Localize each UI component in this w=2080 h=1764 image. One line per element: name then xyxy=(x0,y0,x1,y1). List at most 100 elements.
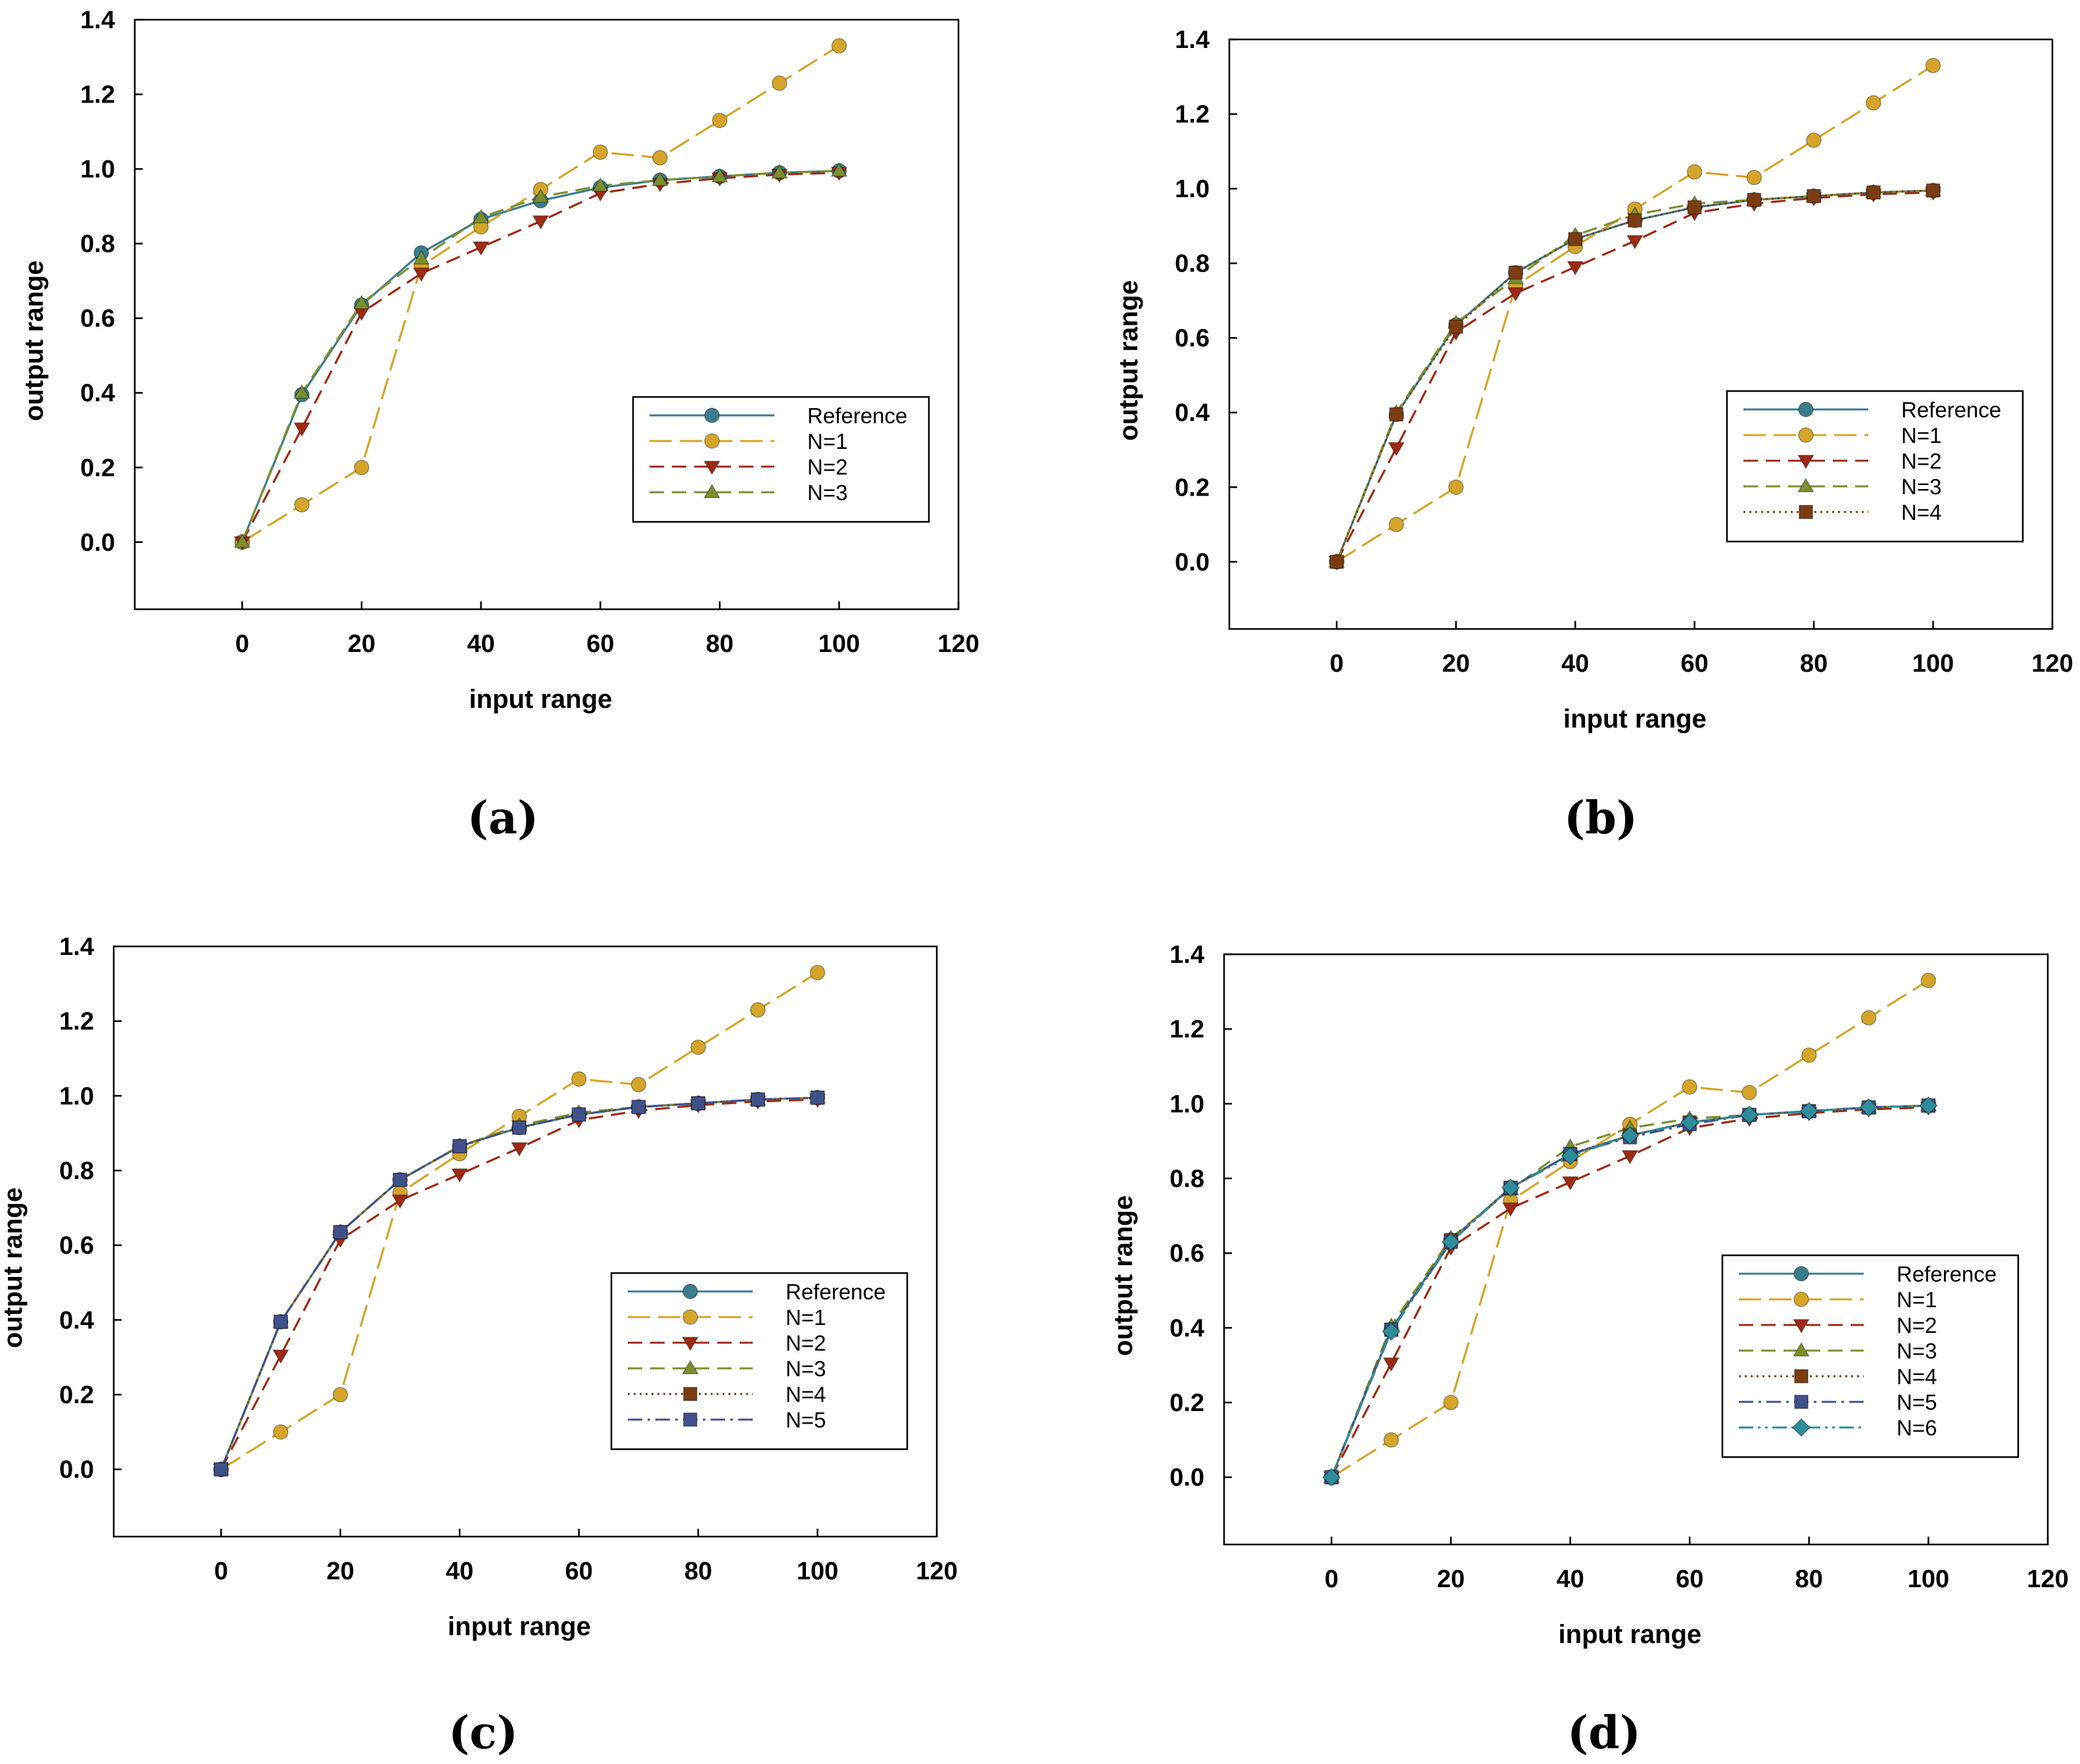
y-tick-label: 0.4 xyxy=(59,1307,94,1334)
data-point xyxy=(512,1120,527,1135)
y-tick-label: 0.6 xyxy=(1170,1240,1204,1268)
x-tick-label: 0 xyxy=(1330,650,1344,678)
legend-label: Reference xyxy=(1901,398,2001,422)
data-point xyxy=(1682,1079,1697,1095)
x-tick-label: 120 xyxy=(2027,1566,2068,1593)
y-tick-label: 0.0 xyxy=(1175,549,1210,576)
x-tick-label: 80 xyxy=(1795,1566,1823,1593)
y-tick-label: 0.2 xyxy=(80,454,115,482)
data-point xyxy=(630,1077,647,1093)
data-point xyxy=(750,1002,766,1018)
legend-marker xyxy=(1793,1266,1809,1282)
data-point xyxy=(1448,319,1463,335)
legend-marker xyxy=(1791,1418,1811,1437)
panel-caption: (c) xyxy=(448,1707,518,1759)
legend-marker xyxy=(1794,1395,1808,1409)
legend-label: N=6 xyxy=(1897,1416,1937,1440)
x-tick-label: 120 xyxy=(937,630,979,658)
legend-label: N=1 xyxy=(807,429,847,453)
data-point xyxy=(333,1387,348,1403)
x-tick-label: 20 xyxy=(1442,650,1470,678)
legend-marker xyxy=(703,483,721,498)
data-point xyxy=(532,188,550,203)
legend-label: N=4 xyxy=(786,1382,826,1406)
data-point xyxy=(1389,407,1404,422)
legend-marker xyxy=(703,461,721,476)
legend-label: N=2 xyxy=(1897,1313,1937,1337)
data-point xyxy=(711,168,728,183)
data-point xyxy=(354,459,369,476)
data-point xyxy=(412,267,430,283)
legend-label: Reference xyxy=(1897,1262,1997,1286)
y-tick-label: 1.4 xyxy=(59,933,94,961)
y-tick-label: 0.6 xyxy=(1175,325,1210,352)
data-point xyxy=(831,37,847,54)
y-tick-label: 1.2 xyxy=(59,1008,94,1036)
data-point xyxy=(691,1096,705,1111)
data-point xyxy=(1448,479,1464,496)
data-point xyxy=(1508,265,1523,280)
data-point xyxy=(532,215,550,230)
legend-marker xyxy=(1794,1369,1808,1383)
x-axis-title: input range xyxy=(469,685,613,714)
data-point xyxy=(1620,1126,1640,1145)
data-point xyxy=(451,1168,469,1183)
legend-label: N=3 xyxy=(807,480,847,505)
data-point xyxy=(1925,57,1941,74)
x-tick-label: 100 xyxy=(1912,650,1954,678)
data-point xyxy=(712,112,728,129)
plot-frame xyxy=(1228,38,2054,630)
x-tick-label: 100 xyxy=(797,1558,838,1585)
legend-marker xyxy=(683,1412,697,1427)
y-tick-label: 0.2 xyxy=(1175,474,1210,501)
y-tick-label: 0.4 xyxy=(1170,1314,1204,1342)
data-point xyxy=(1859,1098,1878,1117)
data-point xyxy=(592,144,608,160)
data-point xyxy=(1687,200,1702,215)
data-point xyxy=(293,384,311,399)
data-point xyxy=(293,422,311,437)
y-tick-label: 0.4 xyxy=(80,380,115,407)
x-axis-title: input range xyxy=(1559,1620,1702,1649)
legend-marker xyxy=(1793,1291,1809,1307)
y-tick-label: 1.2 xyxy=(80,81,115,109)
data-point xyxy=(1746,170,1762,185)
data-point xyxy=(771,75,788,91)
x-tick-label: 120 xyxy=(916,1558,957,1585)
data-point xyxy=(1920,973,1937,988)
x-tick-label: 60 xyxy=(565,1558,593,1585)
legend-label: N=3 xyxy=(1901,475,1941,499)
chart-panel-d: 0.0 0.2 0.4 0.6 0.8 1.0 1.2 1.4 0 20 40 60 80 100 120 i… xyxy=(1109,941,2069,1759)
y-tick-label: 0.2 xyxy=(1170,1389,1204,1417)
data-point xyxy=(1381,1322,1401,1341)
data-point xyxy=(1807,189,1821,204)
data-point xyxy=(1866,95,1881,111)
x-tick-label: 120 xyxy=(2031,650,2073,678)
data-point xyxy=(592,177,609,192)
y-axis-title: output range xyxy=(1109,1195,1138,1356)
data-point xyxy=(294,497,310,513)
data-point xyxy=(233,533,251,548)
legend-box xyxy=(632,396,930,523)
legend-marker xyxy=(1793,1319,1810,1334)
data-point xyxy=(1388,517,1404,532)
data-point xyxy=(1919,1096,1938,1115)
data-point xyxy=(511,1142,528,1157)
data-point xyxy=(1383,1432,1399,1448)
data-point xyxy=(1567,261,1584,276)
x-tick-label: 60 xyxy=(1676,1566,1703,1593)
x-tick-label: 40 xyxy=(446,1558,473,1585)
y-tick-label: 0.6 xyxy=(59,1232,94,1260)
legend-label: Reference xyxy=(807,404,907,428)
data-point xyxy=(571,1107,586,1122)
legend-label: N=2 xyxy=(786,1331,826,1355)
data-point xyxy=(1322,1468,1341,1487)
data-point xyxy=(353,294,370,310)
panel-caption: (b) xyxy=(1564,792,1638,845)
y-tick-label: 1.0 xyxy=(1175,175,1210,203)
data-point xyxy=(1739,1105,1759,1125)
